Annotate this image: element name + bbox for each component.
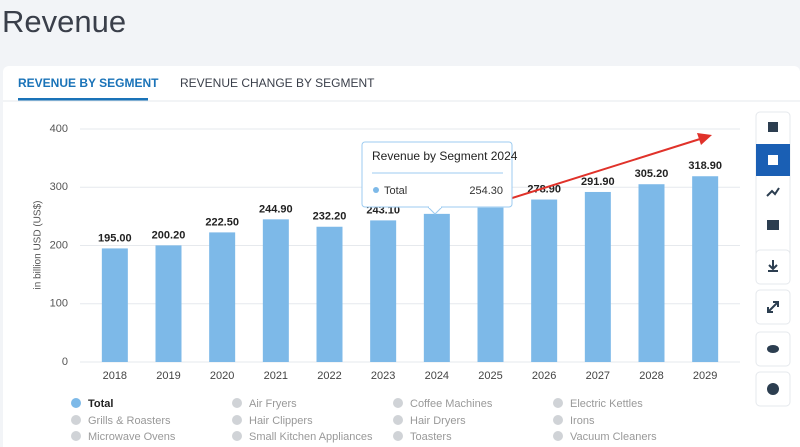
value-label: 200.20 (152, 229, 186, 241)
x-tick-label: 2023 (371, 370, 395, 382)
bar (531, 199, 558, 362)
tooltip: Revenue by Segment 2024 Total 254.30 (361, 141, 518, 215)
value-label: 305.20 (635, 168, 669, 180)
icon-info[interactable] (767, 383, 779, 395)
value-label: 291.90 (581, 176, 615, 188)
arrow-head (697, 133, 712, 145)
y-tick-label: 400 (50, 123, 68, 135)
tooltip-series: Total (384, 185, 407, 197)
legend-label[interactable]: Electric Kettles (570, 398, 643, 410)
legend-marker[interactable] (232, 431, 242, 441)
x-tick-label: 2026 (532, 370, 556, 382)
page-title: Revenue (2, 4, 126, 39)
bar (262, 219, 289, 362)
legend: Total Air Fryers Coffee Machines Electric K… (71, 398, 657, 443)
x-tick-label: 2027 (586, 370, 610, 382)
legend-marker[interactable] (232, 415, 242, 425)
y-tick-label: 0 (62, 356, 68, 368)
legend-label[interactable]: Toasters (410, 431, 452, 443)
legend-marker[interactable] (71, 415, 81, 425)
legend-marker[interactable] (553, 415, 563, 425)
value-label: 244.90 (259, 203, 293, 215)
x-tick-label: 2021 (264, 370, 288, 382)
bar (477, 207, 504, 362)
value-label: 278.90 (527, 183, 561, 195)
legend-label[interactable]: Irons (570, 415, 595, 427)
value-label: 232.20 (313, 211, 347, 223)
legend-label[interactable]: Hair Dryers (410, 415, 466, 427)
bar (155, 245, 182, 362)
bar (584, 191, 611, 362)
x-tick-label: 2025 (478, 370, 502, 382)
value-label: 222.50 (205, 216, 239, 228)
legend-marker[interactable] (393, 415, 403, 425)
tooltip-title: Revenue by Segment 2024 (372, 149, 518, 163)
legend-label[interactable]: Microwave Ovens (88, 431, 176, 443)
bar (101, 248, 128, 362)
legend-marker[interactable] (553, 398, 563, 408)
value-label: 195.00 (98, 232, 132, 244)
legend-label[interactable]: Small Kitchen Appliances (249, 431, 373, 443)
x-tick-label: 2019 (156, 370, 180, 382)
legend-label[interactable]: Grills & Roasters (88, 415, 171, 427)
x-tick-label: 2020 (210, 370, 234, 382)
x-tick-label: 2018 (103, 370, 127, 382)
y-tick-label: 300 (50, 181, 68, 193)
legend-marker[interactable] (71, 398, 81, 408)
icon-stack[interactable] (768, 155, 778, 165)
bar (209, 232, 236, 362)
x-tick-label: 2022 (317, 370, 341, 382)
legend-marker[interactable] (393, 431, 403, 441)
arrow (489, 138, 701, 206)
bar (370, 220, 397, 362)
bar (423, 213, 450, 362)
legend-marker[interactable] (71, 431, 81, 441)
y-tick-label: 100 (50, 298, 68, 310)
icon-fullscreen[interactable] (767, 301, 779, 313)
icon-hide[interactable] (767, 345, 779, 353)
tab[interactable]: REVENUE CHANGE BY SEGMENT (180, 76, 375, 90)
tooltip-value: 254.30 (469, 185, 503, 197)
legend-label[interactable]: Vacuum Cleaners (570, 431, 657, 443)
legend-label[interactable]: Total (88, 398, 113, 410)
legend-label[interactable]: Hair Clippers (249, 415, 313, 427)
y-tick-label: 200 (50, 239, 68, 251)
icon-bar[interactable] (768, 122, 778, 132)
x-tick-label: 2029 (693, 370, 717, 382)
x-tick-label: 2028 (639, 370, 663, 382)
legend-marker[interactable] (553, 431, 563, 441)
legend-marker[interactable] (393, 398, 403, 408)
legend-label[interactable]: Air Fryers (249, 398, 297, 410)
x-tick-label: 2024 (425, 370, 449, 382)
bar (638, 184, 665, 362)
toolbar (755, 111, 791, 407)
icon-line[interactable] (766, 187, 780, 197)
tab[interactable]: REVENUE BY SEGMENT (18, 76, 159, 90)
tab-underline (18, 98, 148, 101)
bar (692, 176, 719, 362)
bar (316, 226, 343, 362)
legend-marker[interactable] (232, 398, 242, 408)
plot: 0 100 200 300 400 2018 2019 2020 2021 2022 2023 202… (50, 123, 740, 382)
value-label: 318.90 (688, 160, 722, 172)
y-axis-label: in billion USD (US$) (33, 201, 44, 290)
legend-label[interactable]: Coffee Machines (410, 398, 493, 410)
icon-table[interactable] (767, 220, 779, 230)
icon-download[interactable] (768, 260, 778, 272)
